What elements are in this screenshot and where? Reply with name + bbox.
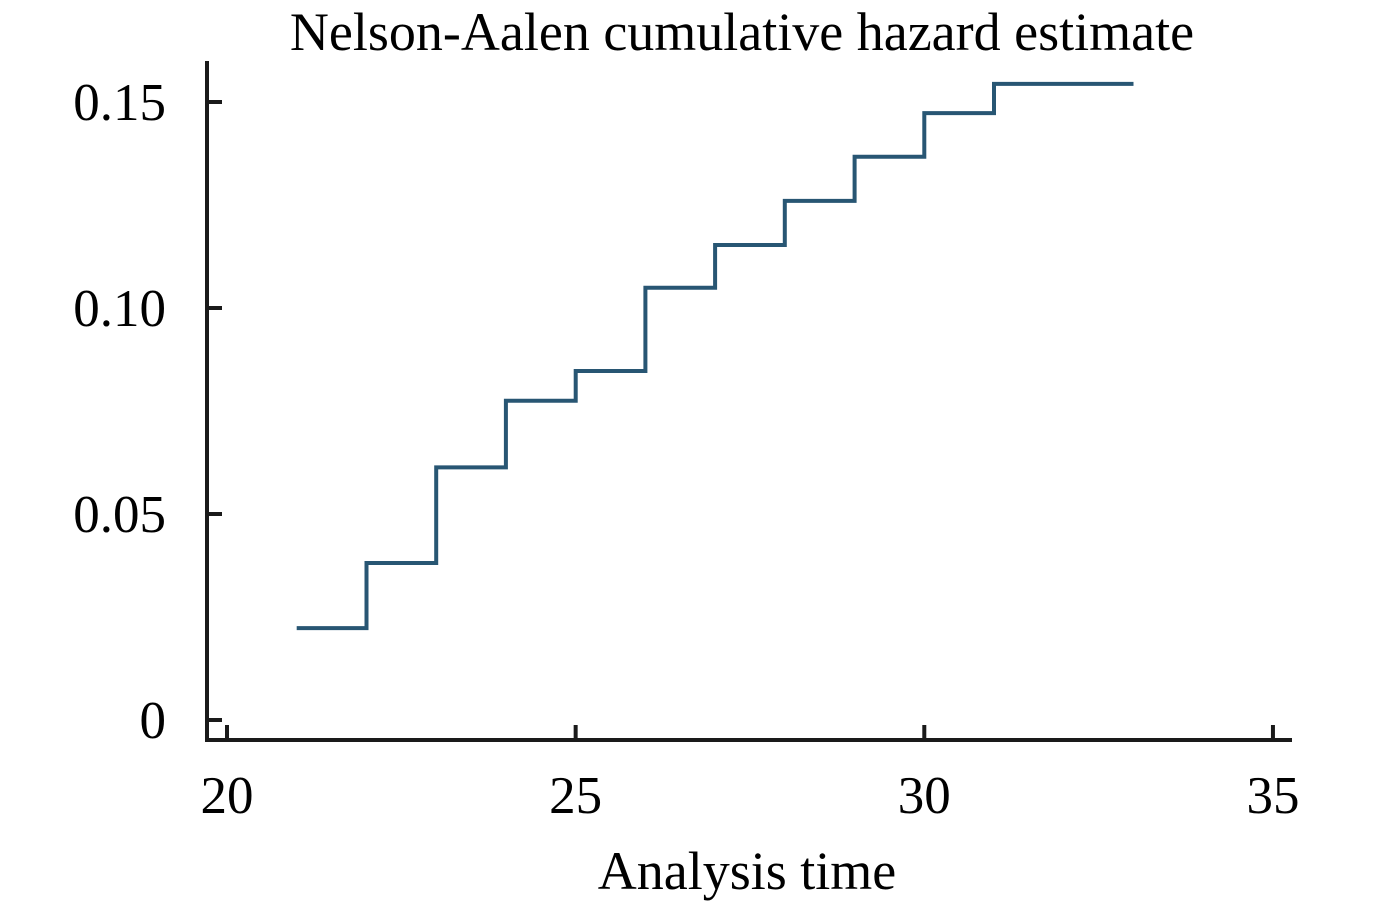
hazard-step-series: [296, 81, 1134, 631]
x-axis-title: Analysis time: [598, 841, 896, 901]
y-tick-label: 0.05: [73, 486, 166, 544]
y-tick-label: 0.15: [73, 74, 166, 132]
x-tick-label: 30: [898, 767, 951, 825]
axes: 0 0.05 0.10 0.15 20 25 30 35: [73, 61, 1299, 825]
y-tick-label: 0.10: [73, 280, 166, 338]
hazard-step-line: [296, 81, 1134, 631]
x-tick-label: 35: [1246, 767, 1299, 825]
x-tick-label: 20: [201, 767, 254, 825]
x-tick-label: 25: [549, 767, 602, 825]
y-tick-label: 0: [140, 692, 167, 750]
chart-title: Nelson-Aalen cumulative hazard estimate: [290, 2, 1194, 62]
